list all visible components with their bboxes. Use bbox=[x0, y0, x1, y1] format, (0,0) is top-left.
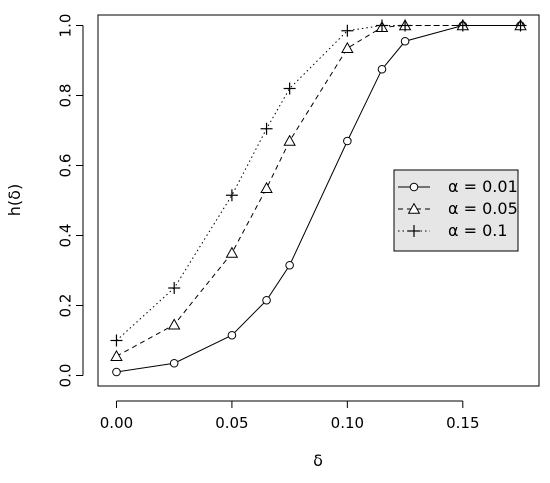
legend-item-1: α = 0.05 bbox=[398, 199, 518, 218]
legend-marker-2 bbox=[408, 225, 420, 237]
series-0-point-0 bbox=[112, 367, 121, 377]
series-2-point-2 bbox=[225, 189, 238, 202]
series-1-point-4 bbox=[283, 134, 296, 146]
x-tick-label-3: 0.15 bbox=[446, 414, 479, 432]
series-1-point-2 bbox=[225, 246, 239, 258]
series-0-point-4 bbox=[285, 260, 294, 270]
legend-marker-1 bbox=[407, 202, 421, 214]
y-tick-label-5: 1.0 bbox=[57, 14, 75, 38]
series-2 bbox=[110, 19, 527, 347]
series-2-point-7 bbox=[399, 19, 412, 32]
y-tick-label-2: 0.4 bbox=[57, 224, 75, 248]
plot-frame bbox=[97, 14, 540, 387]
x-axis-title: δ bbox=[313, 451, 323, 470]
series-line-1 bbox=[116, 25, 521, 357]
series-0-point-5 bbox=[343, 136, 352, 146]
series-2-point-5 bbox=[341, 24, 354, 37]
series-2-point-1 bbox=[168, 282, 181, 294]
series-1-point-1 bbox=[167, 318, 181, 330]
series-1-point-0 bbox=[110, 349, 123, 361]
x-tick-label-2: 0.10 bbox=[331, 414, 364, 432]
series-2-point-9 bbox=[514, 19, 527, 32]
series-2-point-6 bbox=[375, 19, 388, 32]
series-1 bbox=[110, 19, 527, 361]
y-tick-label-1: 0.2 bbox=[57, 294, 75, 318]
x-axis: 0.00 0.05 0.10 0.15 bbox=[100, 400, 480, 432]
legend: α = 0.01 α = 0.05 α = 0.1 bbox=[393, 169, 519, 252]
series-0-point-1 bbox=[169, 358, 179, 368]
series-1-point-3 bbox=[260, 181, 273, 193]
series-2-point-0 bbox=[110, 334, 123, 347]
legend-marker-0 bbox=[409, 182, 419, 192]
series-2-point-8 bbox=[456, 19, 469, 32]
legend-label-2: α = 0.1 bbox=[448, 221, 508, 240]
legend-label-0: α = 0.01 bbox=[448, 177, 518, 196]
y-tick-label-4: 0.8 bbox=[57, 84, 75, 108]
y-axis-title: h(δ) bbox=[5, 184, 24, 216]
series-0-point-6 bbox=[377, 64, 387, 74]
series-0-point-2 bbox=[227, 330, 237, 340]
legend-label-1: α = 0.05 bbox=[448, 199, 518, 218]
series-1-point-5 bbox=[341, 41, 354, 53]
legend-item-2: α = 0.1 bbox=[398, 221, 508, 240]
series-0-point-3 bbox=[262, 295, 271, 305]
series-0-point-7 bbox=[400, 36, 410, 46]
y-axis: 0.0 0.2 0.4 0.6 0.8 1.0 bbox=[57, 14, 84, 388]
series-line-0 bbox=[116, 25, 521, 373]
series-2-point-3 bbox=[260, 122, 273, 135]
y-tick-label-3: 0.6 bbox=[57, 154, 75, 178]
legend-item-0: α = 0.01 bbox=[398, 177, 518, 196]
y-tick-label-0: 0.0 bbox=[57, 364, 75, 388]
x-tick-label-0: 0.00 bbox=[100, 414, 133, 432]
series-line-2 bbox=[116, 25, 521, 341]
series-layer bbox=[110, 19, 527, 377]
x-tick-label-1: 0.05 bbox=[215, 414, 248, 432]
series-2-point-4 bbox=[283, 82, 296, 95]
